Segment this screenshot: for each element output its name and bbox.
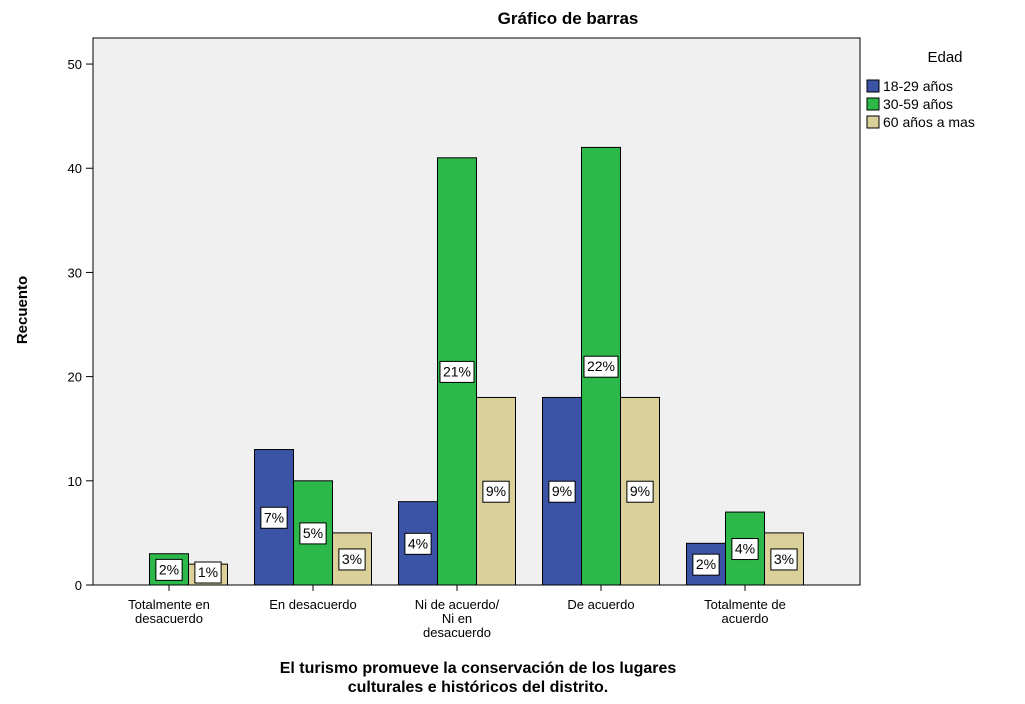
value-label: 5% [303,525,323,541]
value-label: 9% [552,483,572,499]
value-label: 21% [443,363,471,379]
chart-title: Gráfico de barras [498,9,639,28]
x-tick-label: Totalmente en desacuerdo [128,597,210,626]
legend-swatch [866,97,880,111]
value-label-box [583,355,619,378]
y-tick-label: 20 [68,370,82,385]
value-label: 2% [696,556,716,572]
value-label-box [338,548,366,571]
y-tick-label: 10 [68,474,82,489]
value-label-box [626,480,654,503]
x-tick-label: Totalmente de acuerdo [704,597,786,626]
value-label: 9% [486,483,506,499]
value-label-box [692,553,720,576]
legend-title: Edad [927,49,962,66]
value-label: 4% [408,535,428,551]
y-tick-label: 50 [68,57,82,72]
y-axis-label: Recuento [14,276,31,344]
value-label: 22% [587,358,615,374]
value-label: 3% [774,551,794,567]
legend-label: 30-59 años [883,96,953,112]
value-label-box [548,480,576,503]
value-label-box [260,506,288,529]
value-label-box [439,360,475,383]
value-label: 2% [159,561,179,577]
value-label-box [194,561,222,584]
value-label: 3% [342,551,362,567]
value-label: 4% [735,541,755,557]
value-label-box [731,538,759,561]
y-tick-label: 0 [75,578,82,593]
x-tick-label: En desacuerdo [269,597,356,612]
legend-swatch [866,79,880,93]
x-axis-label: El turismo promueve la conservación de l… [280,660,677,696]
value-label-box [770,548,798,571]
y-tick-label: 40 [68,161,82,176]
x-tick-label: De acuerdo [567,597,634,612]
legend-label: 18-29 años [883,78,953,94]
value-label: 7% [264,509,284,525]
y-tick-label: 30 [68,265,82,280]
x-tick-label: Ni de acuerdo/Ni en desacuerdo [415,597,500,640]
legend-swatch [866,115,880,129]
value-label-box [404,532,432,555]
value-label-box [482,480,510,503]
value-label-box [155,558,183,581]
value-label: 1% [198,564,218,580]
legend-label: 60 años a mas [883,114,975,130]
value-label-box [299,522,327,545]
value-label: 9% [630,483,650,499]
